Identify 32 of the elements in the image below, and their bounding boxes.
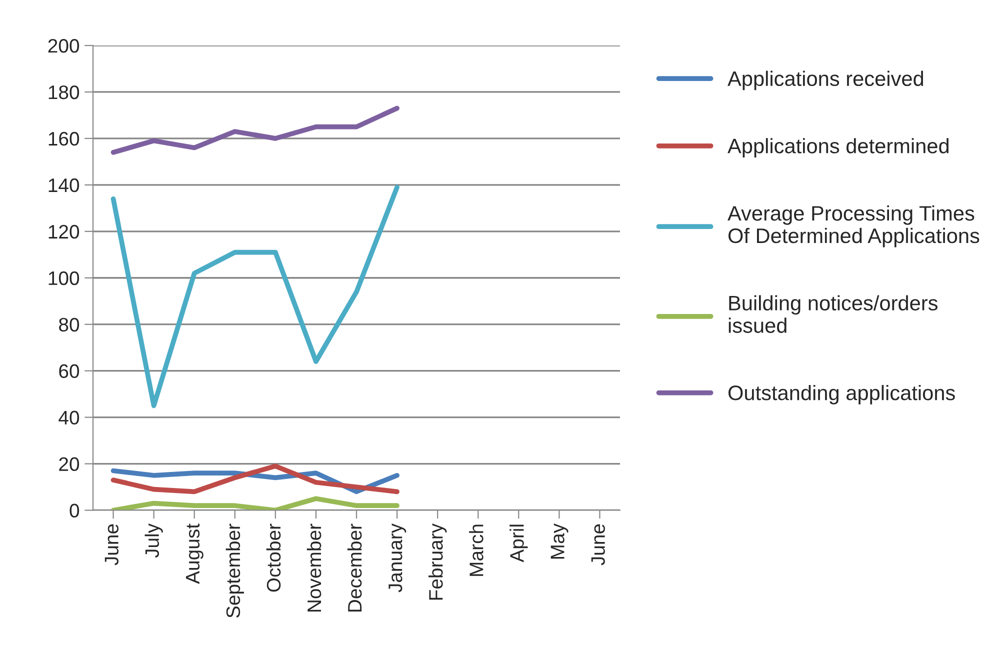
y-tick-label: 20: [59, 457, 80, 472]
x-tick-label: December: [347, 524, 362, 612]
y-tick-label: 0: [70, 504, 80, 518]
legend-label: Applications received: [728, 70, 924, 90]
x-tick-label: October: [266, 524, 281, 592]
y-tick-label: 60: [59, 364, 80, 378]
x-tick-label: June: [591, 524, 605, 566]
x-tick-label: April: [510, 524, 528, 562]
x-tick-label: November: [306, 524, 322, 612]
legend-label: Building notices/orders issued: [728, 295, 938, 333]
y-tick-label: 140: [48, 178, 80, 192]
y-tick-label: 80: [59, 318, 80, 332]
line-series: [110, 106, 400, 155]
x-tick-label: September: [226, 524, 244, 618]
line-series: [110, 184, 400, 408]
x-tick-label: July: [144, 523, 163, 558]
x-tick-label: June: [104, 524, 118, 566]
legend-label: Applications determined: [728, 138, 949, 158]
legend-label: Average Processing Times Of Determined Applications: [728, 205, 980, 248]
y-tick-label: 100: [48, 271, 80, 286]
y-tick-label: 120: [48, 224, 80, 239]
x-tick-label: August: [186, 524, 204, 584]
y-tick-label: 200: [48, 38, 80, 53]
y-tick-label: 180: [48, 85, 80, 100]
y-tick-label: 160: [48, 132, 80, 146]
x-tick-label: February: [428, 523, 447, 600]
legend-label: Outstanding applications: [728, 384, 955, 404]
x-tick-label: May: [550, 523, 568, 559]
x-tick-label: January: [388, 523, 406, 592]
line-series: [110, 496, 400, 510]
y-tick-label: 40: [58, 410, 80, 425]
x-tick-label: March: [469, 524, 484, 576]
